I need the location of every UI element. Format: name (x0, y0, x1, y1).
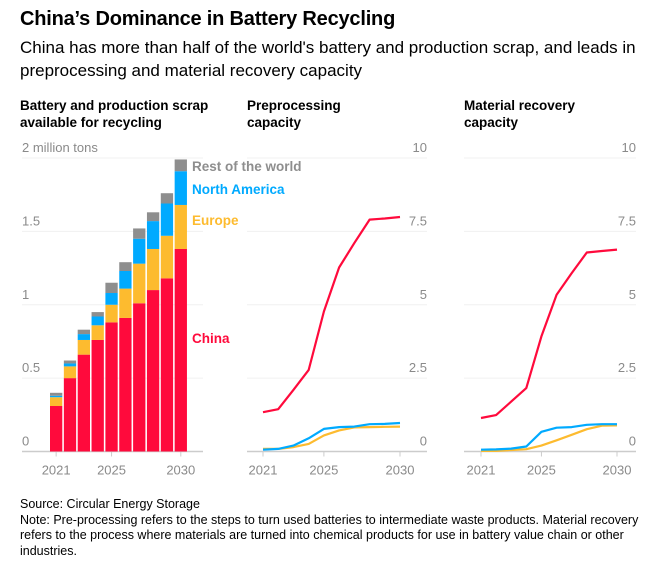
bar-china (174, 248, 187, 452)
bar-rest-of-the-world (133, 228, 146, 239)
bar-rest-of-the-world (119, 262, 132, 271)
bar-europe (133, 263, 146, 304)
bar-china (50, 406, 63, 452)
y-tick-label: 2 million tons (22, 140, 98, 155)
y-tick-label: 0 (22, 434, 29, 449)
bar-china (91, 339, 104, 452)
scrap-chart-title: Battery and production scrap available f… (20, 98, 209, 130)
bar-china (105, 322, 118, 452)
bar-rest-of-the-world (160, 193, 174, 204)
bar-north-america (160, 203, 174, 236)
line-europe (481, 424, 618, 452)
bar-europe (91, 325, 104, 340)
y-tick-label: 10 (622, 140, 636, 155)
x-tick-label: 2021 (42, 463, 71, 478)
y-tick-label: 1.5 (22, 213, 40, 228)
bar-china (77, 354, 90, 452)
line-europe (263, 425, 401, 450)
bar-europe (50, 397, 63, 407)
bar-europe (77, 339, 90, 355)
legend-label-north-america: North America (192, 182, 285, 197)
bar-europe (105, 304, 118, 323)
bar-china (146, 290, 160, 452)
x-tick-label: 2025 (527, 463, 556, 478)
bar-rest-of-the-world (63, 360, 77, 364)
y-tick-label: 2.5 (618, 360, 636, 375)
x-tick-label: 2030 (166, 463, 195, 478)
y-tick-label: 10 (413, 140, 427, 155)
y-tick-label: 0 (420, 434, 427, 449)
bar-north-america (174, 171, 187, 205)
x-tick-label: 2021 (249, 463, 278, 478)
source-note: Source: Circular Energy Storage (20, 497, 200, 511)
y-tick-label: 2.5 (409, 360, 427, 375)
line-north-america (480, 423, 617, 451)
bar-europe (160, 235, 174, 279)
bar-rest-of-the-world (91, 312, 104, 317)
bar-europe (174, 204, 187, 249)
methodology-note: Note: Pre-processing refers to the steps… (20, 512, 639, 558)
line-china (262, 215, 401, 414)
bar-china (63, 378, 77, 452)
y-tick-label: 7.5 (618, 213, 636, 228)
bar-europe (119, 288, 132, 318)
legend-label-china: China (192, 331, 230, 346)
y-tick-label: 7.5 (409, 213, 427, 228)
material-recovery-chart-title: Material recovery capacity (464, 98, 576, 130)
bar-north-america (63, 363, 77, 367)
preprocessing-chart-title: Preprocessing capacity (247, 98, 341, 130)
x-tick-label: 2025 (97, 463, 126, 478)
bar-china (119, 317, 132, 452)
bar-china (160, 278, 174, 452)
line-china (480, 248, 618, 420)
x-tick-label: 2021 (467, 463, 496, 478)
legend-label-europe: Europe (192, 213, 239, 228)
x-tick-label: 2030 (386, 463, 415, 478)
bar-china (133, 303, 146, 452)
y-tick-label: 0 (629, 434, 636, 449)
x-tick-label: 2025 (309, 463, 338, 478)
bar-north-america (91, 316, 104, 326)
bar-north-america (146, 221, 160, 249)
bar-north-america (77, 334, 90, 340)
chart-subtitle: China has more than half of the world's … (20, 38, 636, 80)
legend-label-rest-of-the-world: Rest of the world (192, 159, 302, 174)
bar-north-america (133, 238, 146, 264)
y-tick-label: 1 (22, 287, 29, 302)
footer: Source: Circular Energy Storage Note: Pr… (20, 497, 660, 559)
chart-title: China’s Dominance in Battery Recycling (20, 8, 396, 30)
bar-europe (63, 366, 77, 379)
bar-rest-of-the-world (174, 159, 187, 172)
bar-rest-of-the-world (77, 329, 90, 335)
x-tick-label: 2030 (603, 463, 632, 478)
y-tick-label: 0.5 (22, 360, 40, 375)
line-north-america (262, 421, 401, 451)
bar-rest-of-the-world (50, 392, 63, 396)
bar-europe (146, 248, 160, 291)
bar-north-america (119, 270, 132, 289)
y-tick-label: 5 (629, 287, 636, 302)
bar-north-america (105, 293, 118, 305)
bar-rest-of-the-world (105, 282, 118, 294)
y-tick-label: 5 (420, 287, 427, 302)
bar-rest-of-the-world (146, 212, 160, 222)
bar-north-america (50, 395, 63, 398)
